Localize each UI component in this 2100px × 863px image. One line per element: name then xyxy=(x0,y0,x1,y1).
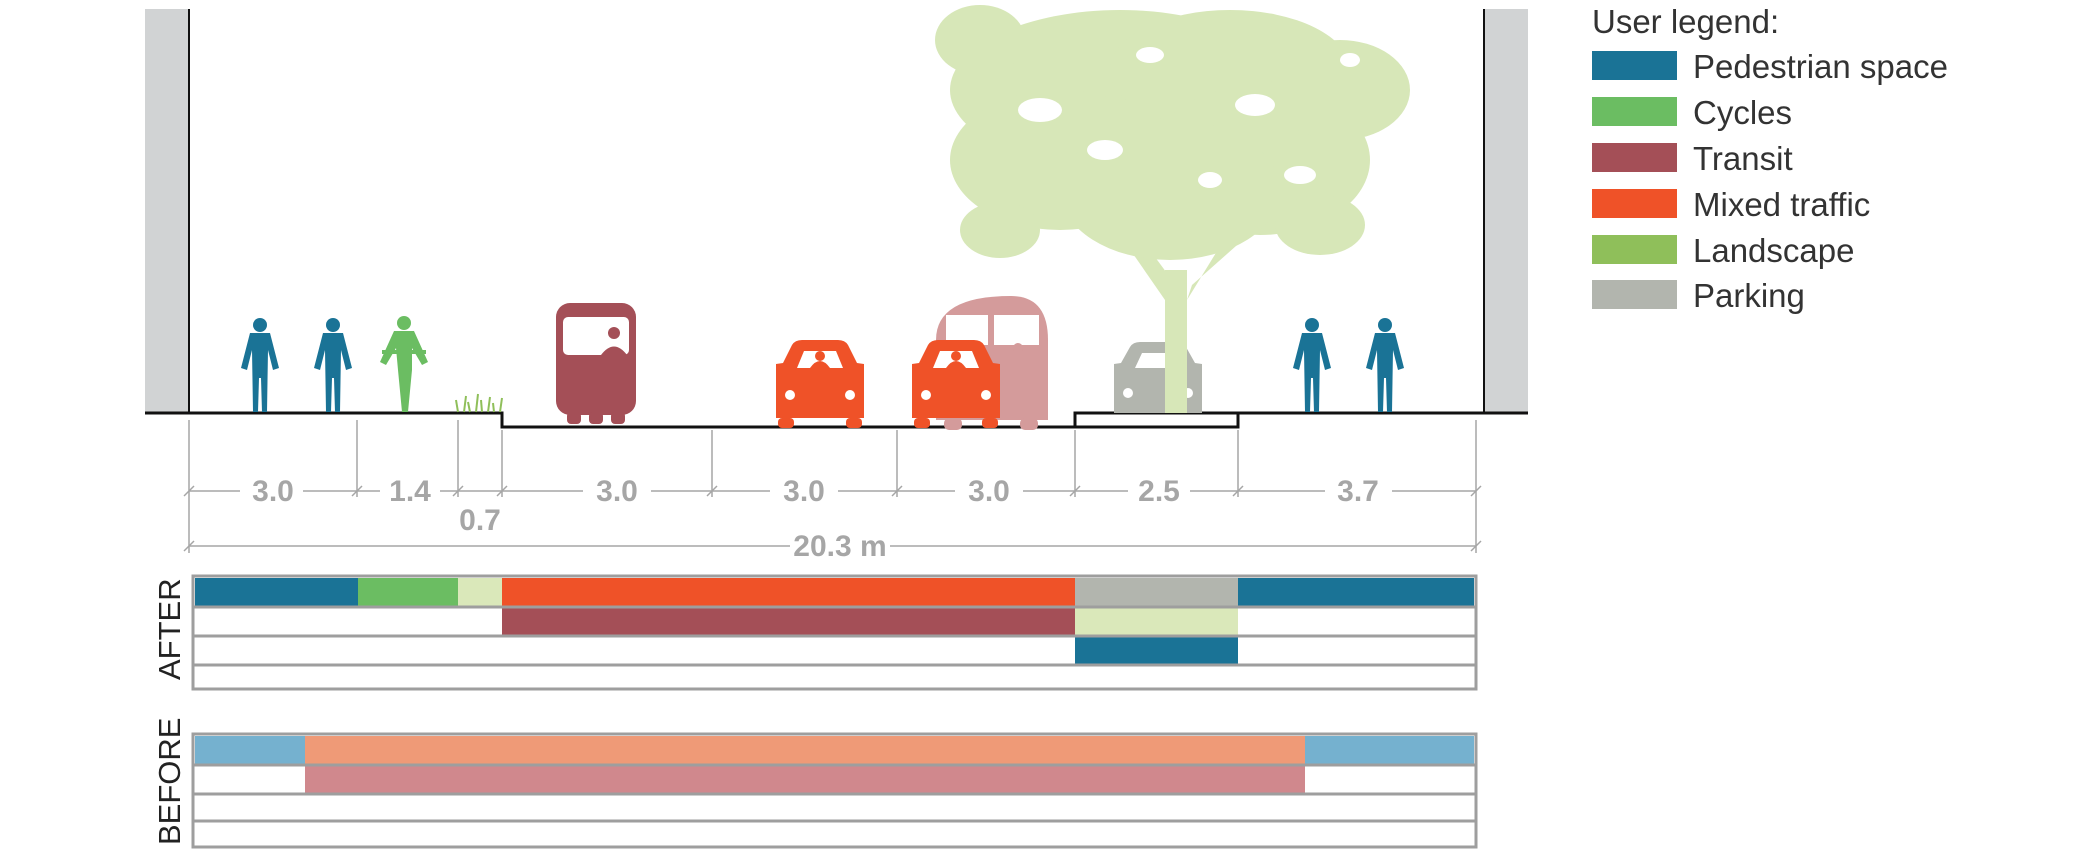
pedestrian-icon xyxy=(1366,318,1404,412)
legend-swatch-mixed-traffic xyxy=(1592,189,1677,218)
parked-car-icon xyxy=(1114,340,1202,413)
parking-curb xyxy=(1073,413,1240,429)
after-ped-left xyxy=(195,578,358,607)
legend-swatch-cycles xyxy=(1592,97,1677,126)
dimension-extension-lines xyxy=(188,420,1477,553)
legend-swatch-transit xyxy=(1592,143,1677,172)
after-parking-landscape xyxy=(1075,607,1238,636)
tree-icon xyxy=(935,5,1410,413)
after-mixed-traffic xyxy=(502,578,1075,607)
grass-icon xyxy=(455,393,503,413)
after-grid xyxy=(191,574,1478,691)
before-transit xyxy=(305,765,1305,794)
after-ped-right xyxy=(1238,578,1474,607)
car-icon xyxy=(912,340,1000,428)
dimension-label: 3.0 xyxy=(968,475,1010,508)
dimension-lines xyxy=(189,490,1476,547)
before-ped-left xyxy=(195,736,305,765)
after-parking-ped xyxy=(1075,636,1238,665)
legend-swatch-pedestrian xyxy=(1592,51,1677,80)
legend-label: Landscape xyxy=(1693,232,1854,269)
dimension-label: 3.7 xyxy=(1337,475,1379,508)
dimension-label: 3.0 xyxy=(252,475,294,508)
pedestrian-icon xyxy=(1293,318,1331,412)
dimension-label: 3.0 xyxy=(783,475,825,508)
before-grid xyxy=(191,732,1478,849)
tram-icon xyxy=(556,303,636,424)
car-icon xyxy=(776,340,864,428)
legend: User legend: Pedestrian space Cycles Tra… xyxy=(1592,3,1948,314)
after-landscape xyxy=(458,578,502,607)
dimension-label: 1.4 xyxy=(389,475,431,508)
legend-label: Mixed traffic xyxy=(1693,186,1870,223)
tree-canopy-holes xyxy=(1018,47,1360,188)
legend-label: Transit xyxy=(1693,140,1793,177)
legend-label: Pedestrian space xyxy=(1693,48,1948,85)
before-grid-frame xyxy=(191,732,1478,849)
dimension-ticks xyxy=(183,485,1482,552)
before-label: BEFORE xyxy=(152,718,187,845)
total-width-label: 20.3 m xyxy=(793,530,886,563)
pedestrian-icon xyxy=(241,318,279,412)
after-label: AFTER xyxy=(152,578,187,680)
before-mixed-traffic xyxy=(305,736,1305,765)
legend-swatch-parking xyxy=(1592,280,1677,309)
dimension-label: 2.5 xyxy=(1138,475,1180,508)
after-transit xyxy=(502,607,1075,636)
pedestrian-icon xyxy=(314,318,352,412)
after-cycles xyxy=(358,578,458,607)
cyclist-icon xyxy=(380,316,428,412)
legend-label: Cycles xyxy=(1693,94,1792,131)
dimension-label: 3.0 xyxy=(596,475,638,508)
building-right xyxy=(1484,9,1528,413)
legend-label: Parking xyxy=(1693,277,1805,314)
before-ped-right xyxy=(1305,736,1474,765)
legend-title: User legend: xyxy=(1592,3,1779,40)
building-left xyxy=(145,9,189,413)
dimension-label: 0.7 xyxy=(459,504,501,537)
after-parking xyxy=(1075,578,1238,607)
legend-swatch-landscape xyxy=(1592,235,1677,264)
after-grid-frame xyxy=(191,574,1478,691)
